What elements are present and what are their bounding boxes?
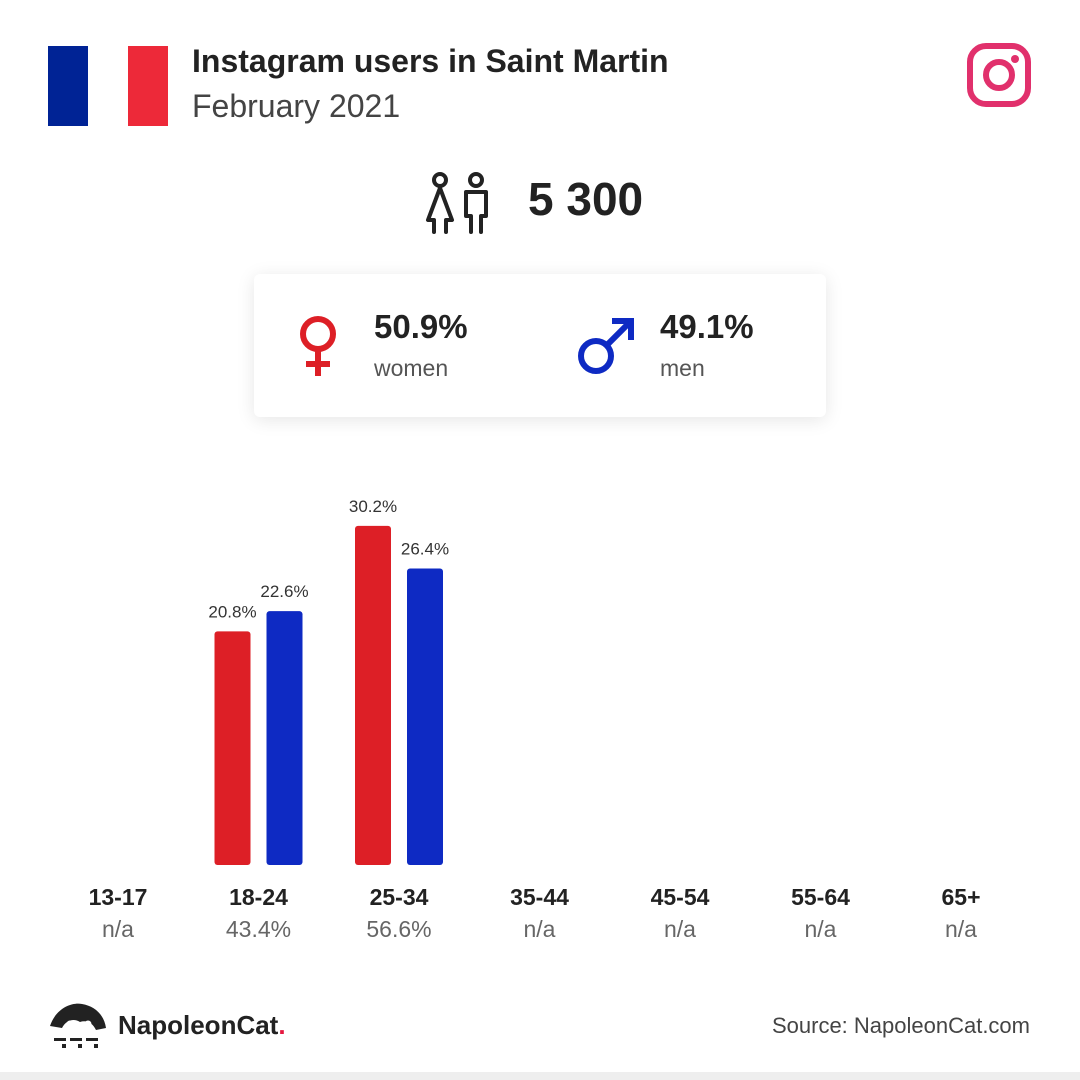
age-group-total: n/a: [523, 916, 556, 942]
gender-card: 50.9% women 49.1% men: [254, 274, 826, 417]
female-icon: [300, 316, 336, 376]
bar-men-18-24: [266, 611, 303, 865]
age-group-total: n/a: [804, 916, 837, 942]
bottom-strip: [0, 1072, 1080, 1080]
age-group-label: 45-54: [650, 884, 710, 910]
bar-men-25-34: [407, 568, 443, 865]
age-group-total: n/a: [102, 916, 134, 942]
bar-women-25-34: [355, 525, 391, 865]
page-title: Instagram users in Saint Martin: [192, 43, 669, 79]
age-group-label: 65+: [941, 884, 981, 910]
men-label: men: [660, 355, 705, 381]
bar-value-label: 30.2%: [349, 497, 397, 516]
bar-value-label: 20.8%: [208, 602, 256, 621]
age-group-label: 18-24: [229, 884, 288, 910]
flag-stripe-blue: [48, 46, 88, 126]
age-group-total: n/a: [664, 916, 696, 942]
flag-stripe-red: [128, 46, 168, 126]
bar-value-label: 26.4%: [401, 540, 449, 559]
age-group-total: 43.4%: [225, 916, 292, 942]
napoleoncat-logo-icon: [50, 1003, 106, 1048]
bar-value-label: 22.6%: [260, 582, 308, 601]
people-icon: [426, 172, 488, 234]
age-group-label: 55-64: [791, 884, 850, 910]
source-note: Source: NapoleonCat.com: [771, 1013, 1030, 1038]
instagram-icon: [967, 43, 1031, 107]
age-group-total: 56.6%: [366, 916, 432, 942]
age-bar-chart: 20.8%22.6% 30.2% 26.4%: [208, 497, 449, 865]
age-group-label: 13-17: [88, 884, 148, 910]
women-percentage: 50.9%: [374, 308, 468, 345]
page-subtitle: February 2021: [192, 88, 401, 124]
age-group-total: n/a: [945, 916, 977, 942]
bar-women-18-24: [214, 631, 251, 865]
age-group-label: 25-34: [369, 884, 429, 910]
women-label: women: [374, 355, 449, 381]
men-percentage: 49.1%: [660, 308, 754, 345]
country-flag: [48, 46, 168, 126]
flag-stripe-white: [88, 46, 128, 126]
age-group-label: 35-44: [510, 884, 569, 910]
brand-name: NapoleonCat.: [118, 1010, 286, 1040]
total-users: 5 300: [528, 173, 644, 225]
male-icon: [578, 318, 634, 374]
